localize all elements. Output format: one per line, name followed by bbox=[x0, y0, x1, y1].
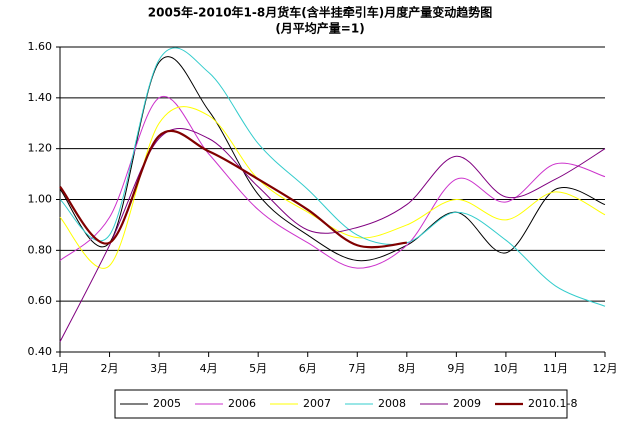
x-tick-label: 11月 bbox=[543, 362, 568, 375]
x-tick-label: 2月 bbox=[101, 362, 119, 375]
legend-label: 2006 bbox=[228, 397, 256, 410]
x-tick-label: 10月 bbox=[493, 362, 518, 375]
y-tick-label: 0.40 bbox=[28, 345, 53, 358]
y-tick-label: 0.80 bbox=[28, 243, 53, 256]
legend-label: 2009 bbox=[453, 397, 481, 410]
x-tick-label: 9月 bbox=[447, 362, 465, 375]
x-tick-label: 4月 bbox=[200, 362, 218, 375]
y-tick-label: 1.20 bbox=[28, 142, 53, 155]
y-tick-label: 1.00 bbox=[28, 193, 53, 206]
legend-label: 2008 bbox=[378, 397, 406, 410]
y-tick-label: 0.60 bbox=[28, 294, 53, 307]
legend-label: 2005 bbox=[153, 397, 181, 410]
x-tick-label: 1月 bbox=[51, 362, 69, 375]
line-series bbox=[59, 95, 606, 269]
y-tick-label: 1.40 bbox=[28, 91, 53, 104]
y-tick-label: 1.60 bbox=[28, 40, 53, 53]
legend-box bbox=[114, 389, 568, 419]
line-series bbox=[59, 47, 606, 307]
line-series bbox=[59, 129, 407, 249]
x-tick-label: 8月 bbox=[398, 362, 416, 375]
x-tick-label: 6月 bbox=[299, 362, 317, 375]
line-series bbox=[59, 128, 606, 343]
x-tick-label: 7月 bbox=[348, 362, 366, 375]
x-tick-label: 12月 bbox=[593, 362, 618, 375]
x-tick-label: 5月 bbox=[249, 362, 267, 375]
chart-title: 2005年-2010年1-8月货车(含半挂牵引车)月度产量变动趋势图 bbox=[148, 5, 492, 20]
chart-subtitle: (月平均产量=1) bbox=[275, 21, 364, 36]
x-tick-label: 3月 bbox=[150, 362, 168, 375]
legend-label: 2010.1-8 bbox=[528, 397, 577, 410]
line-series bbox=[59, 56, 606, 262]
legend-label: 2007 bbox=[303, 397, 331, 410]
line-series bbox=[59, 106, 606, 269]
